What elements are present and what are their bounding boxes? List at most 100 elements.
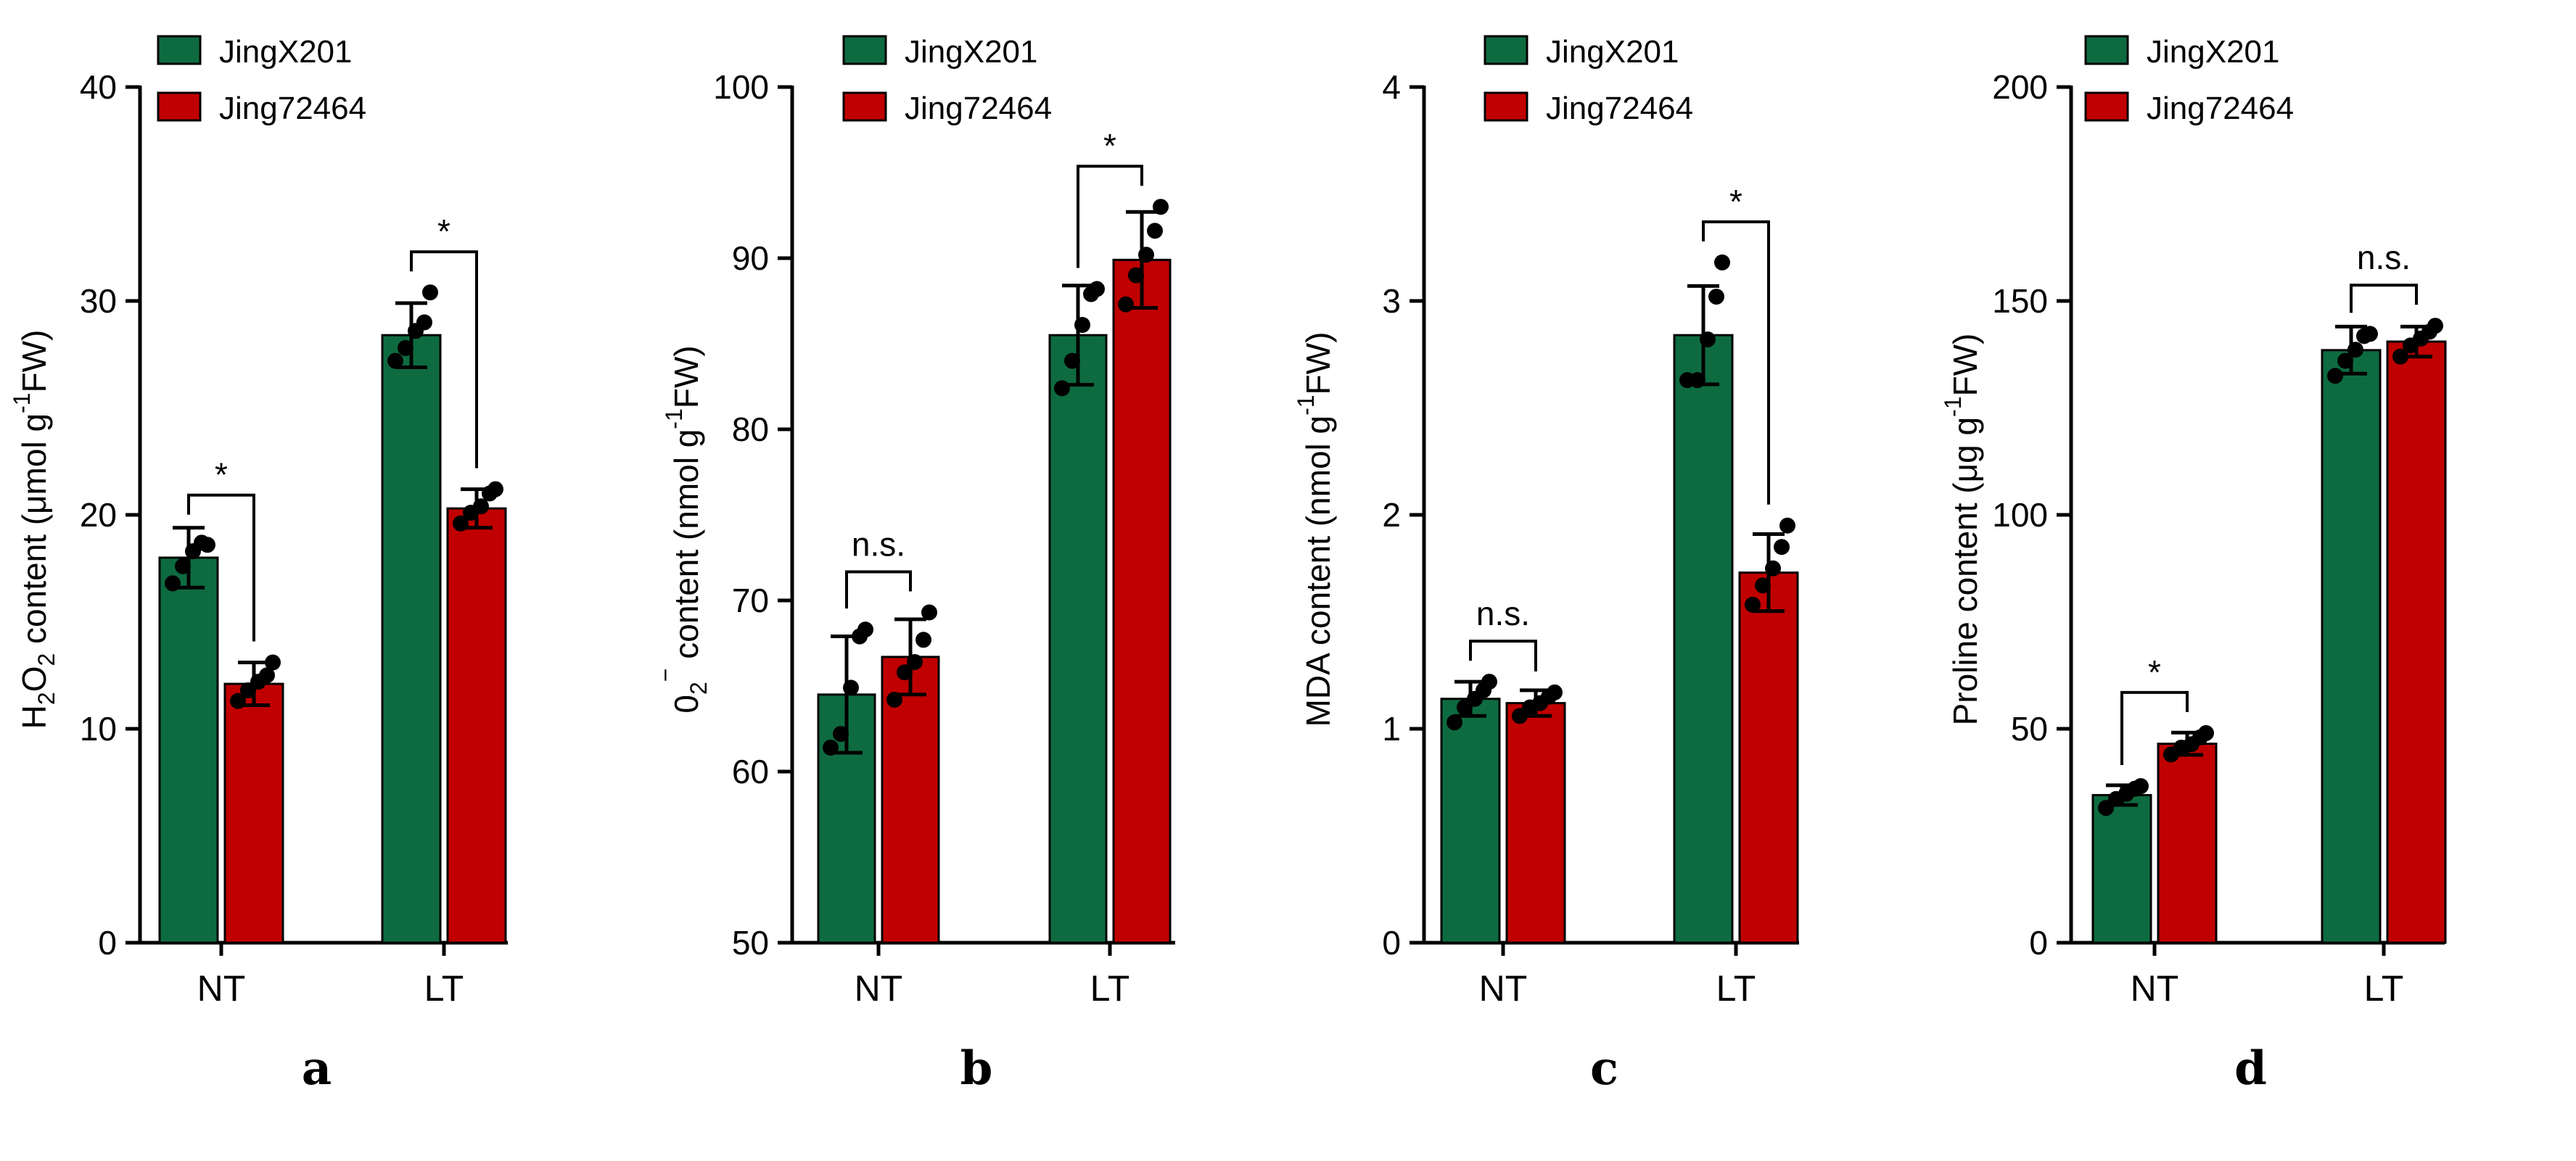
y-axis-title-part: Proline content (μg g [1946,417,1984,725]
data-point [2347,342,2363,358]
data-point [230,693,246,709]
y-axis-title-part: 2 [686,682,712,695]
legend-label: JingX201 [1546,34,1679,70]
data-point [1074,317,1090,334]
y-tick-label: 70 [732,582,769,619]
y-axis-title-part: 2 [33,692,59,705]
y-tick-label: 2 [1382,496,1401,534]
y-axis-title-part: FW) [1946,334,1984,397]
y-tick-label: 0 [98,924,117,962]
data-point [915,632,931,648]
significance-label: * [1729,183,1742,220]
significance-bracket [2120,690,2189,766]
significance-label: * [2148,653,2161,691]
data-point [1481,674,1497,690]
data-point [453,515,469,532]
y-tick-label: 3 [1382,282,1401,320]
data-point [907,653,923,670]
panel-label: c [1590,1041,1618,1096]
panel-label: b [960,1041,993,1096]
y-axis-title-part: -1 [1293,394,1319,415]
y-axis-title-part: O [15,666,53,693]
data-point [1547,684,1563,701]
x-category-label: LT [1090,968,1130,1009]
y-axis-title-part: FW) [15,330,53,393]
y-tick-label: 10 [80,710,117,748]
y-tick-label: 4 [1382,68,1401,106]
y-tick-label: 90 [732,239,769,277]
bar-Jing72464-LT [446,507,507,944]
significance-bracket [1077,165,1143,268]
bar-Jing72464-LT [1112,258,1172,944]
y-tick-label: 50 [732,924,769,962]
y-axis-title-part: content (nmol g [667,429,705,669]
legend-swatch-Jing72464 [842,91,887,122]
y-axis-title-part: -1 [661,408,687,429]
legend-label: JingX201 [2147,34,2279,70]
y-axis-title-part: 0 [667,695,705,714]
y-tick-label: 100 [713,68,769,106]
data-point [2337,352,2353,369]
y-tick-label: 1 [1382,710,1401,748]
data-point [1447,714,1462,731]
bar-Jing72464-LT [2386,340,2447,944]
significance-label: * [437,212,450,250]
chart-panel-d: 0 50 100 150 200 Proline content (μg g-1FW) NT… [1940,34,2447,1096]
x-category-label: LT [1716,968,1756,1009]
data-point [843,679,859,696]
bar-JingX201-LT [2321,349,2382,944]
x-category-label: NT [2131,968,2179,1009]
data-point [921,604,937,621]
significance-bracket [845,570,912,609]
y-axis-title-part: -1 [9,393,35,413]
y-tick-label: 20 [80,496,117,534]
data-point [422,284,438,301]
bar-JingX201-LT [381,334,442,944]
significance-bracket [1469,640,1537,672]
y-tick-label: 200 [1992,68,2048,106]
data-point [1064,352,1080,369]
x-category-label: NT [1479,968,1528,1009]
legend-label: Jing72464 [2147,91,2294,126]
y-tick-label: 150 [1992,282,2048,320]
x-category-label: LT [424,968,464,1009]
legend-label: JingX201 [905,34,1037,70]
data-point [165,575,181,592]
y-tick-label: 40 [80,68,117,106]
bar-JingX201-NT [2091,793,2152,944]
y-axis-title-part: − [652,669,678,682]
x-category-label: LT [2364,968,2404,1009]
y-tick-label: 80 [732,410,769,448]
data-point [1708,289,1724,305]
data-point [199,537,215,553]
data-point [1128,267,1144,284]
data-point [2198,724,2214,741]
legend-swatch-JingX201 [842,35,887,65]
data-point [1745,596,1761,613]
y-axis-title: Proline content (μg g-1FW) [1940,334,1984,726]
data-point [1779,517,1795,534]
data-point [1054,380,1070,397]
significance-label: * [1103,127,1116,165]
data-point [1755,577,1771,594]
significance-bracket [410,250,478,468]
data-point [473,498,489,515]
data-point [1147,223,1163,239]
bar-Jing72464-NT [1505,702,1566,944]
bar-JingX201-NT [158,556,219,944]
significance-bracket [1702,220,1770,505]
y-axis-title: H2O2 content (μmol g-1FW) [9,330,59,730]
y-tick-label: 100 [1992,496,2048,534]
chart-panel-b: 50 60 70 80 90 100 02− content (nmol g-1FW) NT L… [652,34,1175,1096]
legend-swatch-Jing72464 [2084,91,2129,122]
data-point [2133,778,2149,795]
legend-label: JingX201 [219,34,352,70]
bar-Jing72464-NT [223,682,284,944]
data-point [833,726,849,743]
bar-Jing72464-NT [2157,743,2218,944]
data-point [1153,199,1169,215]
significance-bracket [2350,284,2418,313]
data-point [1714,254,1730,270]
y-axis-title-part: content (μmol g [15,413,53,653]
